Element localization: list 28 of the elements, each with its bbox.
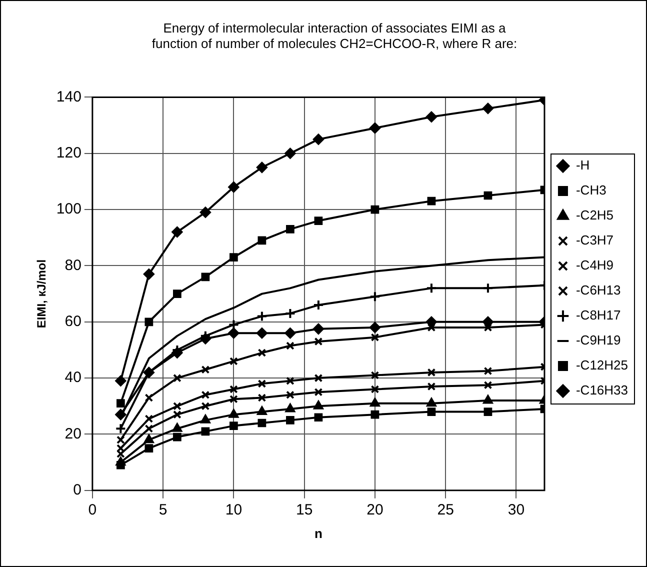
legend-label: -C3H7 (576, 232, 614, 248)
y-tick-label: 80 (64, 256, 82, 274)
legend-label: -C6H13 (576, 282, 621, 298)
chart-title: Energy of intermolecular interaction of associates EIMI as a function of number of molecules CH2=CHCOO-R, where R are: (152, 20, 518, 51)
y-axis-title: EIMI, кJ/mol (34, 259, 49, 328)
y-tick-label: 120 (56, 144, 82, 162)
y-tick-label: 100 (56, 200, 82, 218)
x-tick-label: 30 (508, 502, 525, 519)
x-tick-label: 20 (366, 502, 384, 519)
legend-label: -C9H19 (576, 332, 621, 348)
x-tick-label: 5 (158, 502, 168, 519)
y-tick-label: 140 (56, 88, 82, 106)
y-tick-label: 60 (64, 313, 82, 330)
legend-label: -C16H33 (576, 382, 628, 398)
y-tick-label: 0 (73, 482, 82, 499)
legend-label: -C8H17 (576, 308, 621, 323)
x-axis-title: n (314, 526, 322, 541)
x-tick-label: 10 (225, 502, 242, 519)
legend-label: -C2H5 (576, 208, 614, 223)
legend-label: -H (576, 158, 590, 173)
legend-label: -C4H9 (576, 258, 614, 273)
x-tick-label: 0 (88, 502, 97, 519)
y-tick-label: 40 (64, 369, 82, 386)
legend-label: -CH3 (576, 182, 606, 198)
legend-label: -C12H25 (576, 358, 628, 373)
x-tick-label: 25 (437, 502, 454, 519)
x-tick-label: 15 (296, 502, 313, 519)
y-tick-label: 20 (64, 425, 82, 442)
